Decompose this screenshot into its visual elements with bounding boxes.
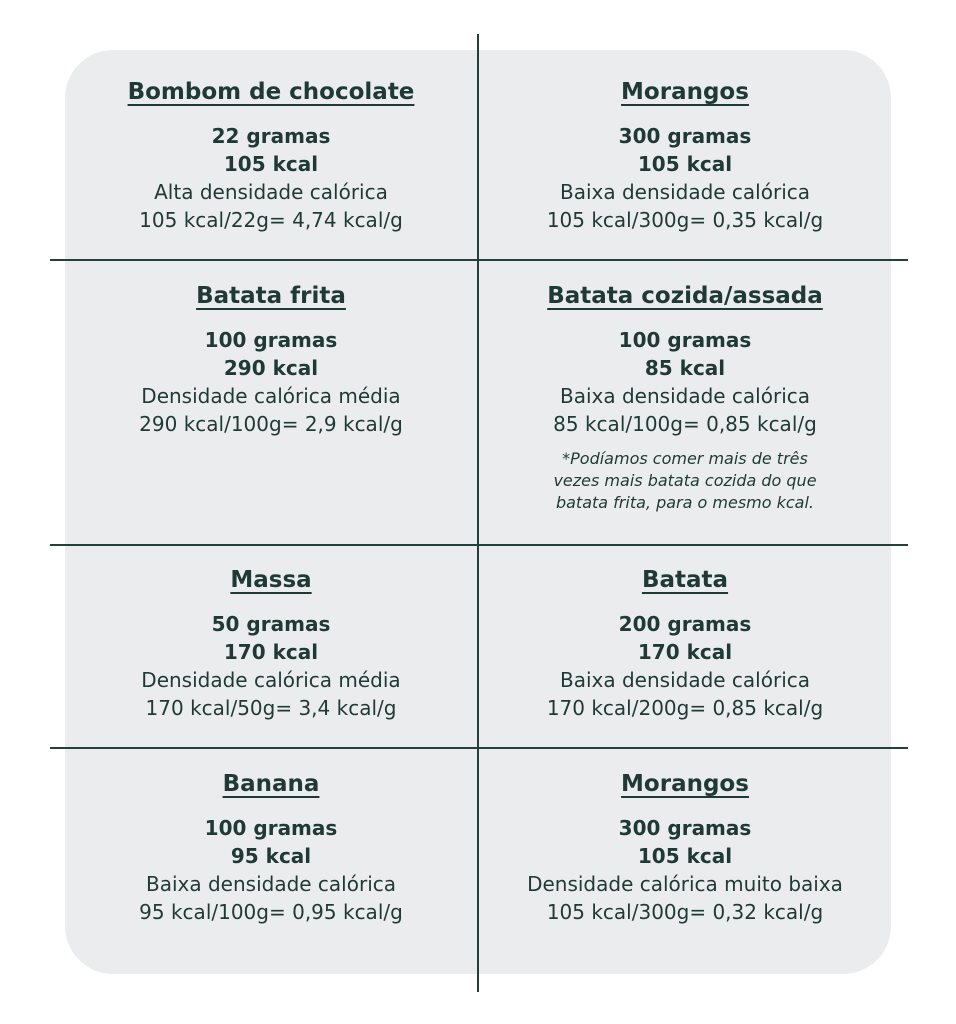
food-kcal: 290 kcal bbox=[223, 356, 319, 380]
food-title: Bombom de chocolate bbox=[127, 79, 415, 105]
food-kcal: 85 kcal bbox=[644, 356, 726, 380]
food-weight: 200 gramas bbox=[618, 612, 752, 636]
food-density: Densidade calórica muito baixa bbox=[527, 872, 843, 896]
food-weight: 50 gramas bbox=[211, 612, 331, 636]
food-kcal: 95 kcal bbox=[230, 844, 312, 868]
food-density: Densidade calórica média bbox=[141, 668, 401, 692]
food-title: Batata cozida/assada bbox=[547, 283, 823, 309]
food-cell-banana: Banana 100 gramas 95 kcal Baixa densidad… bbox=[65, 770, 477, 926]
food-density: Densidade calórica média bbox=[141, 384, 401, 408]
food-title: Morangos bbox=[621, 771, 749, 797]
food-cell-massa: Massa 50 gramas 170 kcal Densidade calór… bbox=[65, 566, 477, 722]
food-weight: 100 gramas bbox=[204, 816, 338, 840]
food-density: Baixa densidade calórica bbox=[559, 384, 811, 408]
food-calculation: 105 kcal/300g= 0,32 kcal/g bbox=[546, 900, 824, 924]
note-line: *Podíamos comer mais de três bbox=[562, 449, 808, 468]
food-cell-morangos: Morangos 300 gramas 105 kcal Baixa densi… bbox=[479, 78, 891, 234]
food-title: Morangos bbox=[621, 79, 749, 105]
food-title: Banana bbox=[222, 771, 320, 797]
food-cell-batata-frita: Batata frita 100 gramas 290 kcal Densida… bbox=[65, 282, 477, 438]
food-kcal: 105 kcal bbox=[223, 152, 319, 176]
food-cell-batata-cozida: Batata cozida/assada 100 gramas 85 kcal … bbox=[479, 282, 891, 514]
note-line: vezes mais batata cozida do que bbox=[553, 471, 817, 490]
food-calculation: 290 kcal/100g= 2,9 kcal/g bbox=[139, 412, 403, 436]
food-kcal: 170 kcal bbox=[637, 640, 733, 664]
food-kcal: 105 kcal bbox=[637, 152, 733, 176]
food-density: Alta densidade calórica bbox=[154, 180, 388, 204]
food-density: Baixa densidade calórica bbox=[559, 180, 811, 204]
row-divider-2 bbox=[50, 544, 908, 546]
note-line: batata frita, para o mesmo kcal. bbox=[555, 493, 815, 512]
food-density: Baixa densidade calórica bbox=[559, 668, 811, 692]
food-calculation: 170 kcal/50g= 3,4 kcal/g bbox=[145, 696, 397, 720]
food-calculation: 105 kcal/300g= 0,35 kcal/g bbox=[546, 208, 824, 232]
food-weight: 22 gramas bbox=[211, 124, 331, 148]
food-weight: 100 gramas bbox=[618, 328, 752, 352]
food-weight: 100 gramas bbox=[204, 328, 338, 352]
food-title: Batata bbox=[641, 567, 729, 593]
food-cell-batata: Batata 200 gramas 170 kcal Baixa densida… bbox=[479, 566, 891, 722]
food-weight: 300 gramas bbox=[618, 124, 752, 148]
food-cell-bombom: Bombom de chocolate 22 gramas 105 kcal A… bbox=[65, 78, 477, 234]
food-kcal: 105 kcal bbox=[637, 844, 733, 868]
food-calculation: 105 kcal/22g= 4,74 kcal/g bbox=[139, 208, 403, 232]
food-calculation: 170 kcal/200g= 0,85 kcal/g bbox=[546, 696, 824, 720]
food-title: Batata frita bbox=[196, 283, 346, 309]
food-calculation: 95 kcal/100g= 0,95 kcal/g bbox=[139, 900, 403, 924]
food-calculation: 85 kcal/100g= 0,85 kcal/g bbox=[553, 412, 817, 436]
comparison-note: *Podíamos comer mais de três vezes mais … bbox=[479, 448, 891, 514]
row-divider-3 bbox=[50, 747, 908, 749]
row-divider-1 bbox=[50, 259, 908, 261]
food-cell-morangos-2: Morangos 300 gramas 105 kcal Densidade c… bbox=[479, 770, 891, 926]
vertical-divider bbox=[477, 34, 479, 992]
food-kcal: 170 kcal bbox=[223, 640, 319, 664]
food-weight: 300 gramas bbox=[618, 816, 752, 840]
food-density: Baixa densidade calórica bbox=[145, 872, 397, 896]
food-title: Massa bbox=[230, 567, 312, 593]
